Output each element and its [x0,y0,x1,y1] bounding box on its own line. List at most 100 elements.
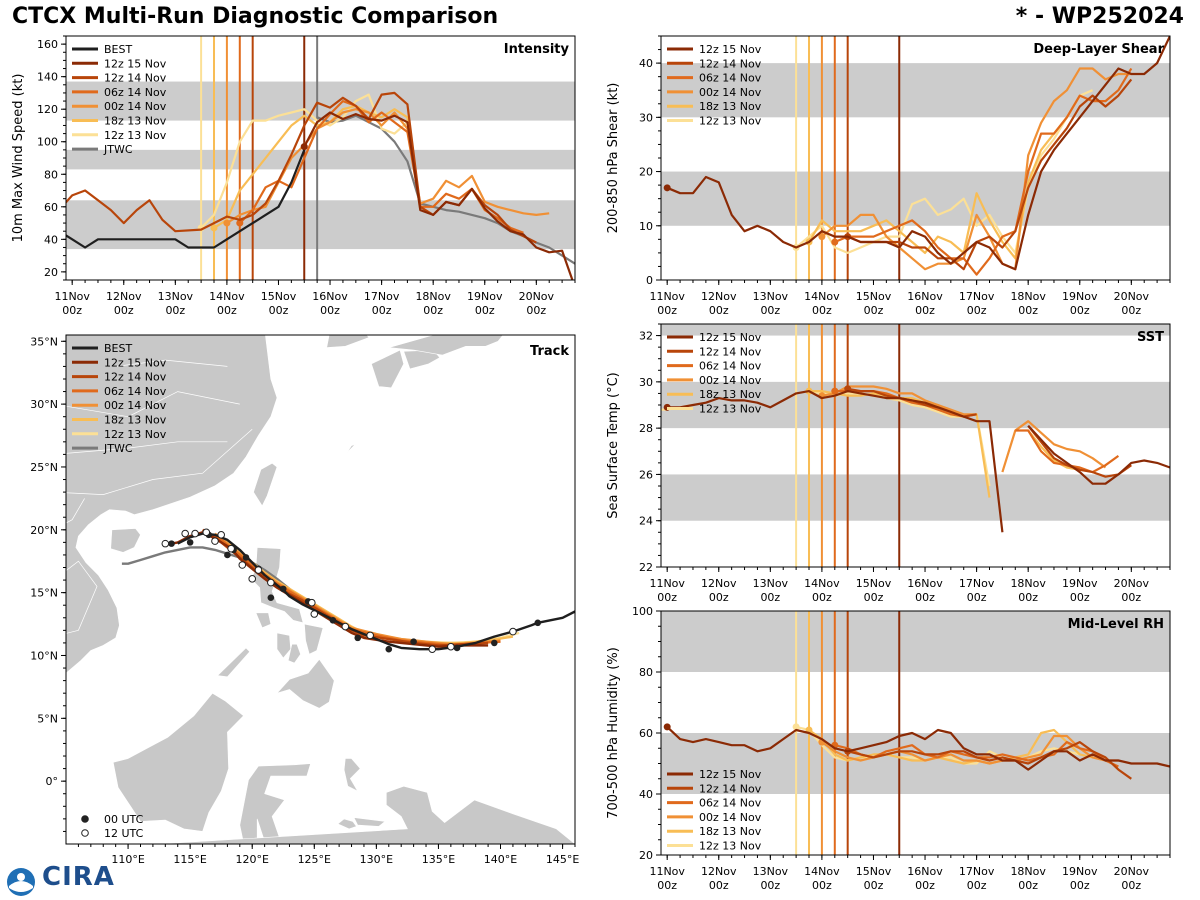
intensity-legend-label: BEST [104,43,132,56]
track-xtick-label: 135°E [422,853,455,866]
shear-xtick-label: 15Nov [856,290,892,303]
track-ytick-label: 30°N [30,398,58,411]
track-legend-label: 12z 15 Nov [104,356,167,369]
sst-series-12z-15-nov [667,390,1170,533]
shear-xtick-label: 17Nov [959,290,995,303]
intensity-legend-label: 00z 14 Nov [104,100,167,113]
track-marker-12utc [341,622,350,631]
rh-xtick-label: 13Nov [753,865,789,878]
rh-legend-label: 12z 13 Nov [699,840,762,853]
intensity-xtick-label: 17Nov [364,290,400,303]
rh-xtick-sublabel: 00z [967,879,987,892]
chart-intensity: 2040608010012014016011Nov00z12Nov00z13No… [11,35,576,317]
sst-ytick-label: 22 [639,561,653,574]
track-xtick-label: 120°E [235,853,268,866]
intensity-ytick-label: 100 [37,136,58,149]
rh-band-1 [661,611,1170,672]
shear-init-point [818,233,826,241]
track-title: Track [530,344,569,359]
sst-band-2 [661,324,1170,336]
track-marker-00utc [168,540,175,547]
track-legend-label: 06z 14 Nov [104,385,167,398]
sst-legend-label: 00z 14 Nov [699,374,762,387]
land-mainland [66,335,278,674]
intensity-xtick-sublabel: 00z [165,304,185,317]
land-halmahera [343,758,361,792]
shear-series-06z-14-nov [834,67,1133,276]
intensity-band-2 [66,81,575,121]
rh-xtick-label: 19Nov [1062,865,1098,878]
intensity-legend-label: 12z 15 Nov [104,57,167,70]
intensity-ytick-label: 60 [44,201,58,214]
rh-legend-label: 06z 14 Nov [699,797,762,810]
sst-xtick-label: 20Nov [1114,577,1150,590]
rh-series-12z-15-nov [666,726,1170,771]
track-best [177,532,575,651]
shear-ylabel: 200-850 hPa Shear (kt) [606,83,621,234]
rh-legend-label: 18z 13 Nov [699,825,762,838]
sst-band-0 [661,474,1170,521]
intensity-xtick-sublabel: 00z [217,304,237,317]
shear-xtick-sublabel: 00z [967,304,987,317]
sst-xtick-label: 17Nov [959,577,995,590]
shear-legend-label: 00z 14 Nov [699,86,762,99]
sst-xtick-label: 13Nov [753,577,789,590]
sst-xtick-label: 16Nov [907,577,943,590]
cira-logo-text: CIRA [42,862,115,892]
intensity-series-12z-15-nov [303,111,574,280]
track-marker-00utc [534,619,542,627]
track-marker-12utc [227,544,235,553]
track-marker-12utc [366,631,374,640]
shear-ytick-label: 30 [639,111,653,124]
track-marker-legend-label: 00 UTC [104,813,144,826]
rh-legend-label: 00z 14 Nov [699,811,762,824]
chart-track: 110°E 115°E 120°E 125°E 130°E 135°E 140°E 145°E… [30,334,579,866]
rh-xtick-label: 17Nov [959,865,995,878]
track-marker-00utc [242,554,250,561]
shear-xtick-sublabel: 00z [812,304,832,317]
shear-series-12z-14-nov [847,78,1133,271]
track-ytick-label: 0° [46,775,59,788]
track-xtick-label: 125°E [298,853,331,866]
land-samar-leyte [304,623,324,655]
land-panay [276,632,292,659]
rh-xtick-label: 11Nov [649,865,685,878]
shear-ytick-label: 0 [646,274,653,287]
intensity-xtick-label: 15Nov [261,290,297,303]
shear-series-12z-15-nov [666,36,1170,271]
track-legend-label: BEST [104,342,132,355]
track-marker-00utc [267,594,275,601]
intensity-legend-label: 18z 13 Nov [104,115,167,128]
track-ytick-label: 20°N [30,524,58,537]
rh-xtick-sublabel: 00z [709,879,729,892]
rh-xtick-sublabel: 00z [657,879,677,892]
sst-xtick-sublabel: 00z [1121,591,1141,604]
track-marker-legend-symbol [81,829,89,837]
land-palawan [216,647,251,678]
sst-xtick-label: 18Nov [1010,577,1046,590]
track-marker-legend-label: 12 UTC [104,827,144,840]
chart-sst: 22242628303211Nov00z12Nov00z13Nov00z14No… [606,323,1171,604]
track-marker-12utc [308,598,316,607]
intensity-ytick-label: 40 [44,233,58,246]
shear-series-12z-13-nov [795,89,1094,254]
sst-ytick-label: 24 [639,515,653,528]
track-marker-00utc [385,645,393,653]
sst-xtick-label: 14Nov [804,577,840,590]
sst-xtick-sublabel: 00z [812,591,832,604]
sst-xtick-label: 11Nov [649,577,685,590]
track-xtick-label: 140°E [484,853,517,866]
rh-init-point [792,723,800,731]
track-marker-00utc [224,551,231,559]
sst-xtick-sublabel: 00z [709,591,729,604]
rh-ytick-label: 100 [632,605,653,618]
intensity-xtick-sublabel: 00z [372,304,392,317]
track-marker-12utc [310,610,319,618]
track-marker-00utc [354,634,362,642]
shear-ytick-label: 20 [639,166,653,179]
rh-xtick-label: 14Nov [804,865,840,878]
intensity-xtick-label: 19Nov [467,290,503,303]
intensity-title: Intensity [504,42,570,57]
intensity-series-best [66,149,306,249]
